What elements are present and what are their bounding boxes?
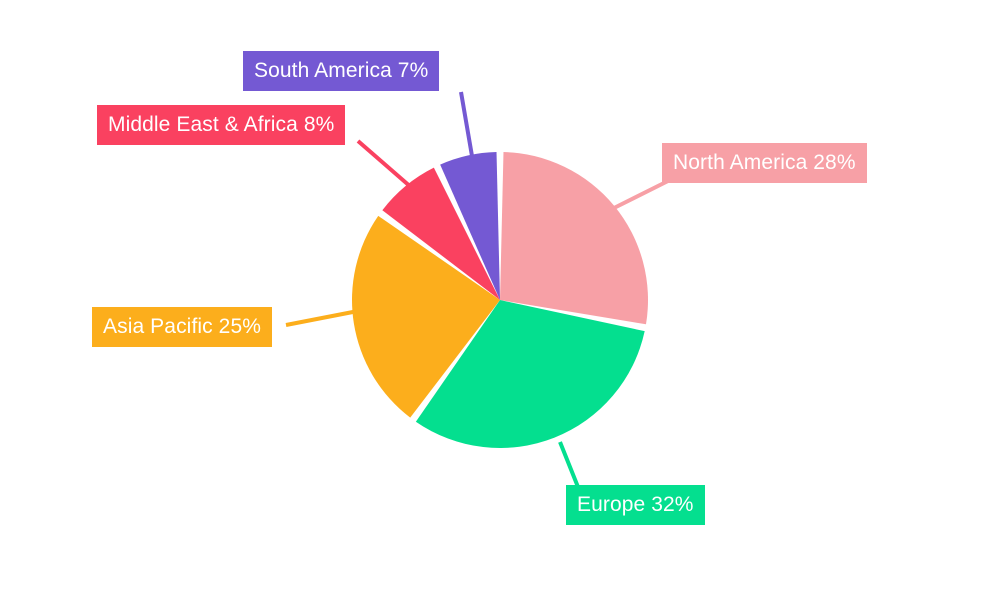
leader-line-asia-pacific [285, 309, 359, 327]
pie-slice-middle-east-africa[interactable] [382, 167, 500, 300]
leader-lines [285, 91, 669, 488]
slice-label-middle-east-africa[interactable]: Middle East & Africa 8% [97, 105, 346, 145]
pie-slice-north-america[interactable] [500, 152, 648, 325]
leader-line-north-america [613, 179, 669, 210]
slice-label-asia-pacific[interactable]: Asia Pacific 25% [92, 307, 273, 347]
leader-line-south-america [459, 91, 474, 157]
slice-label-north-america[interactable]: North America 28% [662, 143, 867, 183]
leader-line-europe [558, 441, 580, 488]
slice-label-europe[interactable]: Europe 32% [566, 485, 705, 525]
leader-line-middle-east-africa [356, 139, 414, 190]
pie-slice-europe[interactable] [415, 300, 645, 448]
pie-slice-asia-pacific[interactable] [351, 215, 500, 418]
slice-label-south-america[interactable]: South America 7% [243, 51, 440, 91]
pie-slices [351, 152, 648, 448]
pie-slice-south-america[interactable] [440, 152, 500, 300]
